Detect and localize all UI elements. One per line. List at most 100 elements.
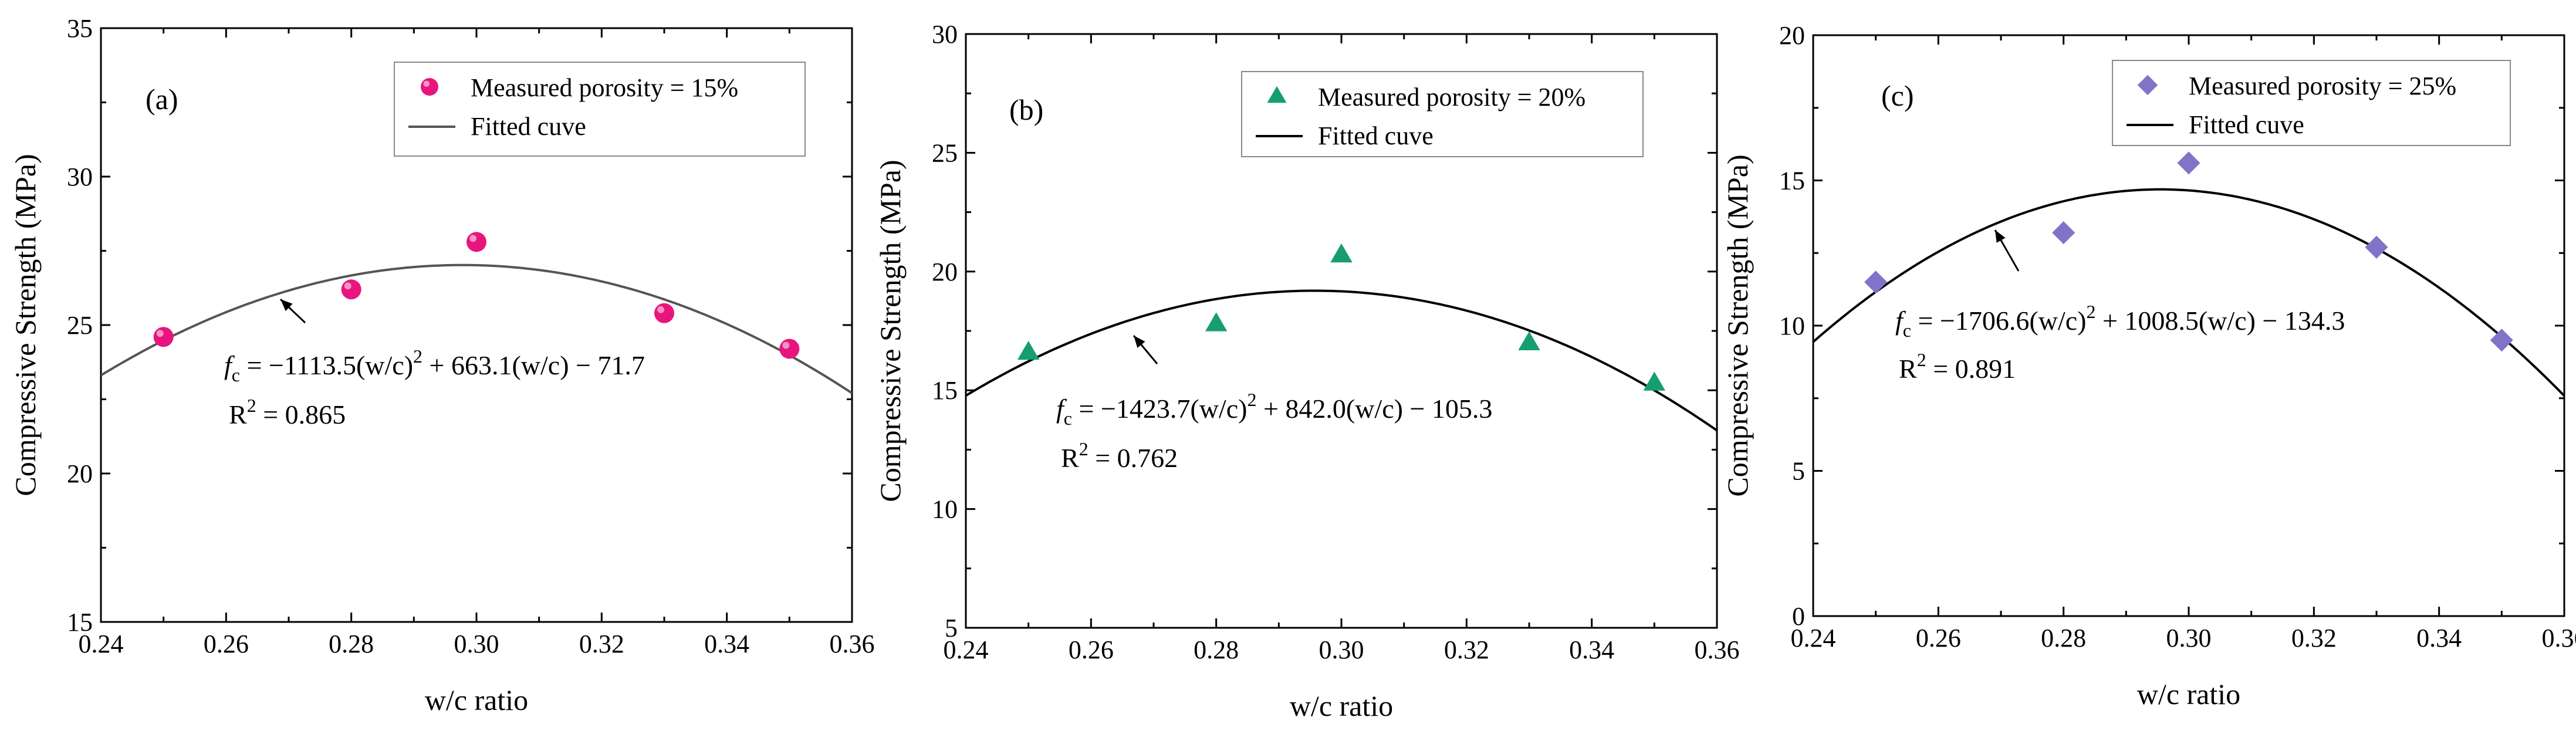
data-point — [153, 327, 174, 347]
y-tick-label: 5 — [1792, 457, 1805, 486]
x-tick-label: 0.28 — [329, 630, 374, 658]
r-squared-part: R — [1061, 443, 1079, 473]
y-axis-label: Compressive Strength (MPa) — [9, 154, 42, 496]
data-point — [2177, 151, 2200, 175]
x-tick-label: 0.34 — [704, 630, 749, 658]
x-tick-label: 0.28 — [2041, 624, 2086, 652]
x-tick-label: 0.36 — [830, 630, 875, 658]
x-tick-label: 0.36 — [2542, 624, 2576, 652]
equation-part: 2 — [1247, 389, 1256, 410]
data-point-body — [466, 232, 486, 252]
fit-equation: fc = −1706.6(w/c)2 + 1008.5(w/c) − 134.3 — [1895, 301, 2345, 341]
y-tick-label: 35 — [67, 14, 93, 43]
legend: Measured porosity = 15% Fitted cuve — [394, 62, 806, 157]
r-squared-part: 2 — [1917, 349, 1926, 370]
data-point — [2490, 329, 2513, 352]
legend-marker — [421, 78, 438, 96]
fitted-curve — [101, 263, 852, 394]
x-tick-label: 0.36 — [1695, 635, 1740, 664]
equation-part: = −1423.7(w/c) — [1072, 394, 1247, 424]
y-tick-label: 25 — [67, 311, 93, 340]
data-point-body — [779, 339, 800, 359]
legend-marker-body — [421, 78, 438, 96]
x-tick-label: 0.24 — [944, 635, 989, 664]
y-tick-label: 0 — [1792, 602, 1805, 631]
r-squared-part: 2 — [1079, 438, 1088, 459]
equation-part: + 842.0(w/c) − 105.3 — [1256, 394, 1492, 424]
annotation-arrowhead — [280, 299, 293, 312]
chart-panel-2: 0.24 0.26 0.28 0.30 0.32 0.34 0.36 5 10 15 20 25 30 w… — [874, 20, 1740, 722]
y-tick-label: 10 — [932, 495, 958, 524]
fit-equation: fc = −1113.5(w/c)2 + 663.1(w/c) − 71.7 — [224, 346, 645, 385]
x-tick-label: 0.30 — [2166, 624, 2212, 652]
legend-box — [2112, 60, 2511, 146]
legend-label-fit: Fitted cuve — [2189, 110, 2304, 139]
data-point — [1643, 371, 1666, 391]
r-squared: R2 = 0.891 — [1899, 349, 2016, 384]
data-point — [1330, 243, 1353, 263]
y-tick-label: 15 — [932, 376, 958, 405]
equation-part: c — [1064, 408, 1072, 429]
annotation-arrowhead — [1134, 336, 1145, 349]
x-tick-label: 0.34 — [1569, 635, 1614, 664]
r-squared-part: 2 — [247, 395, 256, 416]
data-point — [1205, 312, 1228, 332]
legend-box — [1241, 71, 1644, 157]
data-point — [466, 232, 486, 252]
chart-panel-1: 0.24 0.26 0.28 0.30 0.32 0.34 0.36 15 20 25 30 35 w/… — [9, 14, 875, 716]
r-squared-part: R — [229, 400, 247, 429]
equation-part: = −1706.6(w/c) — [1911, 306, 2086, 336]
panel-label: (c) — [1881, 79, 1914, 112]
x-tick-label: 0.32 — [579, 630, 624, 658]
y-tick-label: 30 — [932, 20, 958, 49]
x-axis-label: w/c ratio — [1290, 689, 1393, 722]
data-point-body — [153, 327, 174, 347]
legend-marker — [2137, 75, 2158, 96]
x-tick-label: 0.26 — [1069, 635, 1114, 664]
panel-label: (b) — [1009, 93, 1043, 126]
fit-equation: fc = −1423.7(w/c)2 + 842.0(w/c) − 105.3 — [1056, 389, 1492, 429]
data-point — [341, 279, 361, 300]
x-axis-label: w/c ratio — [425, 684, 528, 716]
r-squared: R2 = 0.762 — [1061, 438, 1178, 473]
r-squared-part: = 0.762 — [1088, 443, 1178, 473]
y-tick-label: 15 — [1779, 167, 1805, 195]
equation-part: c — [232, 364, 240, 385]
panel-label: (a) — [146, 83, 178, 116]
data-point — [2052, 221, 2075, 245]
y-tick-label: 20 — [67, 459, 93, 488]
x-tick-label: 0.30 — [454, 630, 499, 658]
legend: Measured porosity = 20% Fitted cuve — [1241, 71, 1644, 157]
y-tick-label: 30 — [67, 163, 93, 191]
data-point-highlight — [156, 330, 164, 337]
legend-marker-highlight — [423, 80, 430, 87]
data-point-highlight — [469, 235, 476, 242]
x-tick-label: 0.26 — [1916, 624, 1961, 652]
y-axis-label: Compressive Strength (MPa) — [1721, 154, 1754, 496]
r-squared-part: = 0.865 — [256, 400, 346, 429]
data-point-body — [341, 279, 361, 300]
data-point-highlight — [782, 341, 790, 349]
equation-part: 2 — [2086, 301, 2095, 322]
legend-label-measured: Measured porosity = 25% — [2189, 72, 2456, 100]
x-tick-label: 0.26 — [204, 630, 249, 658]
equation-part: + 1008.5(w/c) − 134.3 — [2095, 306, 2345, 336]
equation-part: 2 — [413, 346, 422, 367]
data-point-body — [654, 303, 674, 323]
r-squared-part: = 0.891 — [1926, 354, 2016, 384]
chart-panel-3: 0.24 0.26 0.28 0.30 0.32 0.34 0.36 0 5 10 15 20 w/c … — [1721, 21, 2576, 711]
x-tick-label: 0.32 — [2291, 624, 2337, 652]
equation-part: c — [1903, 320, 1911, 341]
equation-part: = −1113.5(w/c) — [240, 350, 413, 380]
data-point-highlight — [344, 282, 351, 290]
y-tick-label: 5 — [945, 614, 958, 642]
x-tick-label: 0.32 — [1444, 635, 1489, 664]
legend-label-measured: Measured porosity = 20% — [1318, 83, 1586, 111]
y-tick-label: 20 — [932, 258, 958, 286]
x-tick-label: 0.24 — [1791, 624, 1836, 652]
data-point-highlight — [657, 306, 665, 313]
legend: Measured porosity = 25% Fitted cuve — [2112, 60, 2511, 146]
y-axis-label: Compressive Strength (MPa) — [874, 160, 907, 502]
data-point — [1017, 340, 1040, 360]
